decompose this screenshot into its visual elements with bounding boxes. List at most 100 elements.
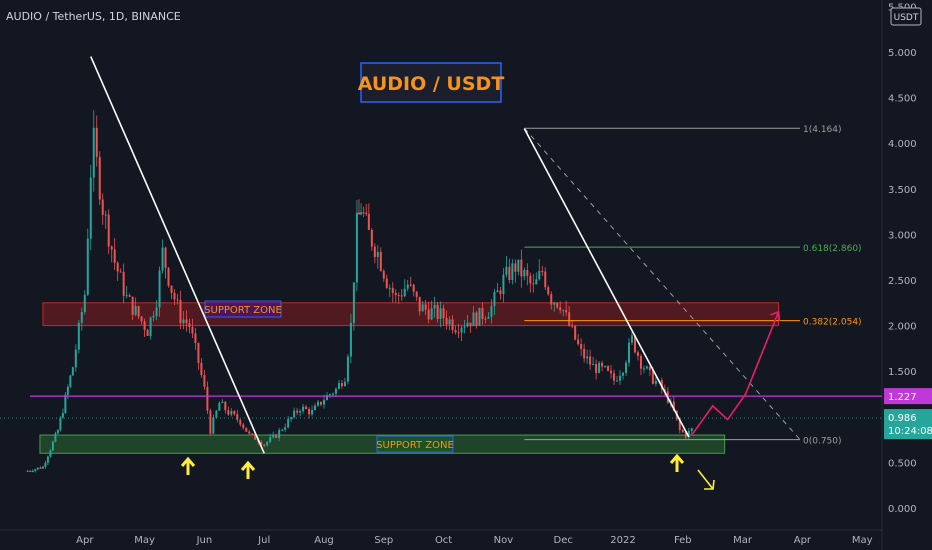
candle-body: [275, 434, 278, 438]
candle: [397, 292, 400, 304]
candle-body: [287, 419, 290, 428]
candle: [284, 423, 287, 433]
candle-body: [140, 316, 143, 322]
candle-body: [134, 306, 137, 315]
candle: [36, 467, 39, 471]
candle: [421, 301, 424, 312]
candle: [654, 376, 657, 387]
candle: [478, 307, 481, 327]
candle: [424, 299, 427, 316]
candle-body: [535, 279, 538, 285]
candle-body: [627, 342, 630, 363]
title-text: AUDIO / USDT: [358, 73, 505, 95]
candle: [51, 440, 54, 451]
candle-body: [523, 269, 526, 277]
projection-path: [691, 311, 780, 436]
candle: [197, 342, 200, 370]
candle-body: [167, 267, 170, 286]
title-box-border: [360, 62, 502, 103]
candle-body: [481, 307, 484, 319]
candle: [412, 283, 415, 297]
candle-body: [155, 307, 158, 316]
candle-body: [119, 271, 122, 273]
candle: [173, 288, 176, 306]
currency-badge-text: USDT: [894, 13, 919, 23]
candle: [299, 409, 302, 417]
candle-body: [583, 348, 586, 359]
candle: [532, 273, 535, 293]
candle: [642, 365, 645, 374]
candle-body: [251, 433, 254, 435]
candle: [275, 433, 278, 439]
candle-body: [305, 406, 308, 409]
candle: [54, 431, 57, 443]
candle: [415, 290, 418, 302]
candle: [517, 259, 520, 276]
candle-body: [451, 319, 454, 331]
candle-body: [505, 266, 508, 275]
candle-body: [418, 296, 421, 312]
candle: [520, 249, 523, 288]
candle: [164, 246, 167, 279]
candle: [281, 428, 284, 432]
candle: [448, 316, 451, 331]
candle: [185, 310, 188, 332]
candle-body: [56, 430, 59, 434]
candle: [152, 311, 155, 322]
candle-body: [191, 326, 194, 334]
candle-body: [69, 375, 72, 387]
y-tick-label: 4.500: [888, 94, 917, 105]
candle-body: [493, 292, 496, 307]
fib-label: 1(4.164): [803, 125, 842, 135]
candle: [95, 115, 98, 167]
candle: [125, 285, 128, 299]
candle-body: [454, 330, 457, 333]
candle-body: [113, 249, 116, 263]
resistance-tag-box: [884, 388, 932, 405]
candle: [445, 310, 448, 330]
candle-body: [51, 441, 54, 451]
support-zone-2: SUPPORT ZONE: [39, 434, 726, 454]
candle: [236, 409, 239, 423]
candle-body: [26, 470, 29, 472]
candle: [80, 307, 83, 331]
candle: [203, 369, 206, 390]
x-tick-label: Aug: [314, 535, 334, 546]
candle: [34, 468, 37, 473]
candle: [550, 291, 553, 310]
y-tick-label: 5.000: [888, 48, 917, 59]
candle: [308, 407, 311, 419]
candle-body: [128, 295, 131, 297]
candle: [690, 427, 693, 435]
candle-body: [272, 434, 275, 438]
candle: [583, 343, 586, 363]
candle-body: [49, 450, 52, 457]
candle-body: [520, 259, 523, 277]
candle-body: [586, 356, 589, 359]
candle-body: [299, 411, 302, 413]
candle-body: [80, 311, 83, 323]
x-tick-label: Jun: [196, 535, 213, 546]
candle: [460, 325, 463, 341]
candle-body: [149, 317, 152, 336]
candle: [636, 350, 639, 361]
candle: [101, 193, 104, 225]
candle-body: [161, 247, 164, 271]
candle: [613, 369, 616, 385]
candle-body: [412, 284, 415, 292]
candle: [499, 286, 502, 300]
candle-body: [66, 386, 69, 395]
candle: [61, 408, 64, 419]
candle: [158, 266, 161, 317]
candle-body: [475, 312, 478, 326]
candle-body: [385, 278, 388, 288]
x-tick-label: Feb: [674, 535, 692, 546]
candle: [547, 285, 550, 296]
candle-body: [370, 229, 373, 247]
candle: [505, 256, 508, 278]
candle-body: [59, 417, 62, 431]
candle-body: [260, 441, 263, 445]
candle: [44, 460, 47, 469]
candle-body: [74, 349, 77, 368]
